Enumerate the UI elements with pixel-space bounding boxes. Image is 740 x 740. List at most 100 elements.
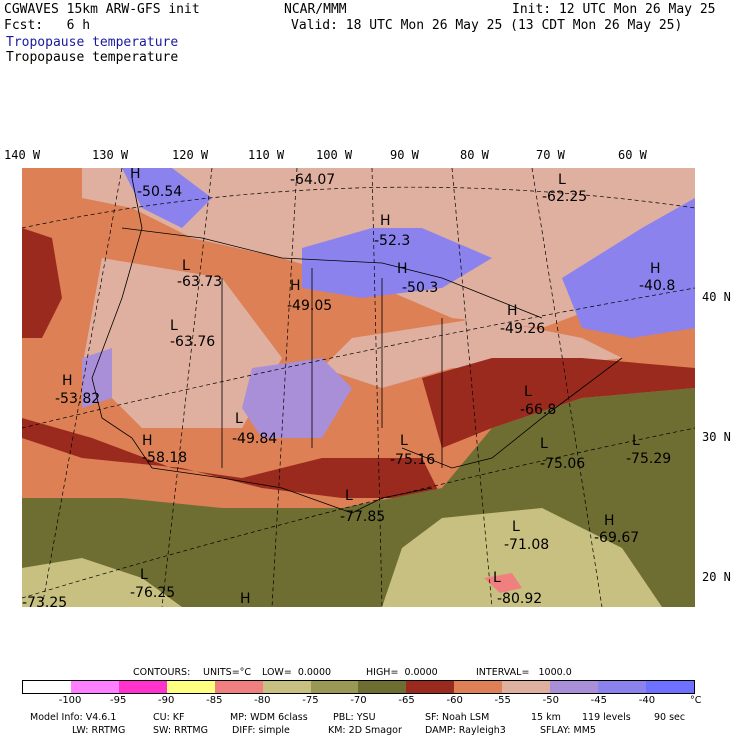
colorbar-tick: -40 <box>638 695 656 706</box>
model-info-damp: DAMP: Rayleigh3 <box>425 725 506 736</box>
center-value-label: -75.06 <box>540 456 585 472</box>
init-time: Init: 12 UTC Mon 26 May 25 <box>512 2 716 17</box>
center-type-label: L <box>540 436 548 452</box>
model-info-diff: DIFF: simple <box>232 725 290 736</box>
colorbar-tick: -45 <box>590 695 608 706</box>
center-type-label: H <box>290 278 301 294</box>
contours-units: UNITS=°C <box>203 667 252 678</box>
shade-red-west <box>22 228 62 338</box>
colorbar-tick: -60 <box>446 695 463 706</box>
center-value-label: -52.3 <box>374 233 410 249</box>
center-value-label: -76.25 <box>130 585 175 601</box>
lat-lon-grid <box>22 168 695 607</box>
center-value-label: -63.73 <box>177 274 222 290</box>
center-value-label: -80.92 <box>497 591 542 607</box>
center-type-label: L <box>493 570 501 586</box>
organization: NCAR/MMM <box>284 2 347 17</box>
center-value-label: -50.3 <box>402 280 438 296</box>
colorbar-tick: -50 <box>542 695 559 706</box>
center-type-label: H <box>650 261 661 277</box>
lon-label: 90 W <box>390 148 419 162</box>
colorbar-segment <box>166 681 215 693</box>
map-annotations: H -50.54 -64.07 L -62.25 H -52.3 H -40.8… <box>22 168 675 607</box>
center-type-label: L <box>140 567 148 583</box>
center-value-label: -40.8 <box>639 278 675 294</box>
shade-tan-gulf <box>382 508 662 607</box>
lon-label: 130 W <box>92 148 129 162</box>
valid-time: Valid: 18 UTC Mon 26 May 25 (13 CDT Mon … <box>291 18 683 33</box>
model-title: CGWAVES 15km ARW-GFS init <box>4 2 200 17</box>
grid-lon <box>41 168 603 607</box>
center-value-label: -58.18 <box>142 450 187 466</box>
center-value-label: -63.76 <box>170 334 215 350</box>
map-boundaries <box>91 177 623 514</box>
model-info-timestep: 90 sec <box>654 712 686 723</box>
grid-lat <box>22 427 695 599</box>
colorbar-segment <box>454 681 503 693</box>
colorbar-tick: -90 <box>158 695 175 706</box>
grid-lat <box>22 186 695 229</box>
lat-label: 20 N <box>702 570 731 584</box>
center-type-label: H <box>507 303 518 319</box>
colorbar-tick: -65 <box>398 695 415 706</box>
center-type-label: H <box>62 373 73 389</box>
shade-salmon <box>484 573 522 593</box>
colorbar-segment <box>310 681 359 693</box>
model-info-cu: CU: KF <box>153 712 185 723</box>
center-type-label: L <box>170 318 178 334</box>
center-type-label: H <box>142 433 153 449</box>
center-value-label: -73.25 <box>22 595 67 607</box>
center-value-label: -49.84 <box>232 431 277 447</box>
lon-label: 100 W <box>316 148 353 162</box>
colorbar-tick: -80 <box>254 695 271 706</box>
shade-red-east <box>422 358 695 448</box>
model-info-pbl: PBL: YSU <box>333 712 376 723</box>
model-info-sf: SF: Noah LSM <box>425 712 490 723</box>
colorbar-segment <box>406 681 455 693</box>
colorbar-segment <box>502 681 551 693</box>
center-value-label: -50.54 <box>137 184 182 200</box>
center-type-label: L <box>235 411 243 427</box>
colorbar-tick: -85 <box>206 695 223 706</box>
colorbar <box>22 680 695 694</box>
east-coastline <box>401 357 623 469</box>
center-type-label: H <box>604 513 615 529</box>
west-coastline <box>91 177 153 469</box>
colorbar-tick: -95 <box>109 695 127 706</box>
colorbar-tick: -75 <box>302 695 319 706</box>
center-value-label: -75.29 <box>626 451 671 467</box>
shade-tan-pacific <box>22 558 182 607</box>
colorbar-segment <box>262 681 311 693</box>
colorbar-tick: -100 <box>58 695 82 706</box>
border-us-canada <box>121 227 543 319</box>
colorbar-segment <box>550 681 599 693</box>
contours-interval: INTERVAL= 1000.0 <box>476 667 572 678</box>
shade-pink-central <box>322 318 622 388</box>
colorbar-unit: °C <box>690 695 702 706</box>
shade-blue-lakes <box>302 228 492 298</box>
colorbar-segment <box>70 681 119 693</box>
model-info-levels: 119 levels <box>582 712 631 723</box>
shade-red-south <box>22 418 442 498</box>
border-us-mexico <box>151 467 433 514</box>
colorbar-tick: -70 <box>350 695 367 706</box>
center-value-label: -49.26 <box>500 321 545 337</box>
shade-blue-plains <box>242 358 352 438</box>
model-info-sw: SW: RRTMG <box>153 725 208 736</box>
colorbar-segment <box>118 681 167 693</box>
center-value-label: -77.85 <box>340 509 385 525</box>
colorbar-segment <box>358 681 407 693</box>
model-info-sflay: SFLAY: MM5 <box>540 725 596 736</box>
colorbar-segment <box>598 681 646 693</box>
contours-label: CONTOURS: <box>133 667 191 678</box>
model-info-mp: MP: WDM 6class <box>230 712 308 723</box>
colorbar-segment <box>645 681 694 693</box>
grid-lat <box>22 287 695 429</box>
center-type-label: L <box>400 433 408 449</box>
colorbar-tick: -55 <box>494 695 511 706</box>
center-value-label: -75.16 <box>390 452 435 468</box>
center-value-label: -53.82 <box>55 391 100 407</box>
lon-label: 70 W <box>536 148 565 162</box>
lon-label: 110 W <box>248 148 285 162</box>
center-type-label: L <box>512 519 520 535</box>
